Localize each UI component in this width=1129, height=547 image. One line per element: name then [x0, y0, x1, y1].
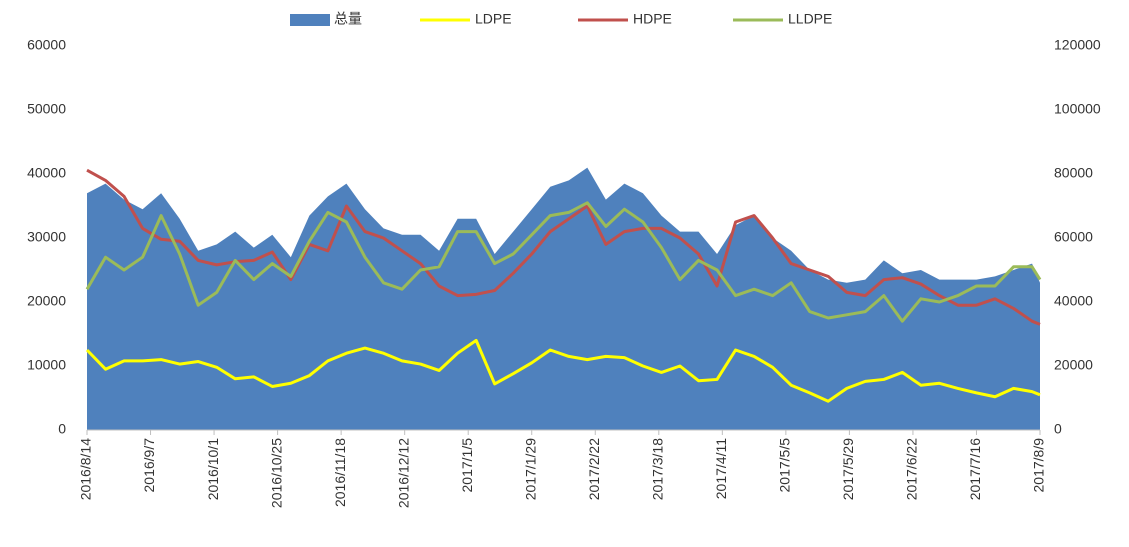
legend-item: LLDPE — [733, 11, 832, 27]
y2-tick-label: 120000 — [1054, 37, 1101, 53]
x-tick-label: 2017/3/18 — [650, 438, 666, 500]
x-tick-label: 2017/2/22 — [586, 438, 602, 500]
x-tick-label: 2017/5/29 — [840, 438, 856, 500]
x-tick-label: 2016/10/1 — [205, 438, 221, 500]
y-tick-label: 10000 — [27, 357, 66, 373]
x-tick-label: 2017/1/29 — [522, 438, 538, 500]
x-tick-label: 2016/8/14 — [78, 438, 94, 500]
x-tick-label: 2016/9/7 — [141, 438, 157, 493]
y-tick-label: 20000 — [27, 293, 66, 309]
legend-label: HDPE — [633, 11, 672, 27]
legend-label: 总量 — [334, 11, 362, 27]
x-tick-label: 2017/8/9 — [1031, 438, 1047, 493]
x-tick-label: 2017/5/5 — [777, 438, 793, 493]
legend-label: LLDPE — [788, 11, 832, 27]
line — [86, 168, 1041, 326]
x-tick-label: 2016/12/12 — [395, 438, 411, 508]
y2-tick-label: 20000 — [1054, 357, 1093, 373]
legend-item: 总量 — [290, 11, 362, 27]
area — [87, 167, 1040, 430]
x-tick-label: 2017/6/22 — [904, 438, 920, 500]
line — [85, 338, 1041, 403]
y2-tick-label: 0 — [1054, 421, 1062, 437]
y-tick-label: 60000 — [27, 37, 66, 53]
y2-tick-label: 100000 — [1054, 101, 1101, 117]
y2-tick-label: 40000 — [1054, 293, 1093, 309]
y2-tick-label: 80000 — [1054, 165, 1093, 181]
legend-label: LDPE — [475, 11, 512, 27]
y2-tick-label: 60000 — [1054, 229, 1093, 245]
x-tick-label: 2017/7/16 — [967, 438, 983, 500]
x-tick-label: 2016/10/25 — [268, 438, 284, 508]
legend-item: HDPE — [578, 11, 672, 27]
line — [85, 201, 1042, 323]
y-tick-label: 0 — [58, 421, 66, 437]
x-tick-label: 2017/4/11 — [713, 438, 729, 499]
y-tick-label: 50000 — [27, 101, 66, 117]
legend-item: LDPE — [420, 11, 512, 27]
legend-swatch — [290, 14, 330, 26]
y-tick-label: 30000 — [27, 229, 66, 245]
x-tick-label: 2017/1/5 — [459, 438, 475, 493]
y-tick-label: 40000 — [27, 165, 66, 181]
x-tick-label: 2016/11/18 — [332, 438, 348, 507]
